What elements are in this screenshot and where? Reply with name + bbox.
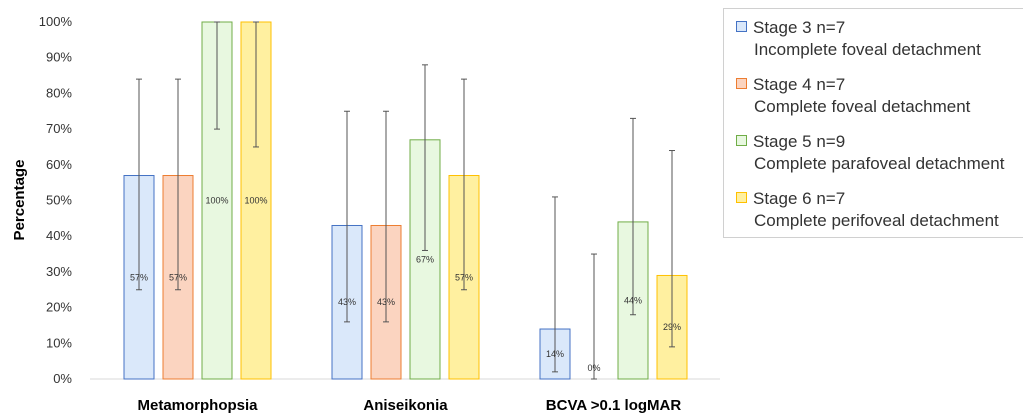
- legend-swatch-stage-6: [736, 192, 747, 203]
- y-tick-label: 100%: [39, 14, 73, 29]
- y-tick-label: 0%: [53, 371, 72, 386]
- data-labels: 57% 57% 100% 100% 43% 43% 67% 57% 14% 0% 44% 29%: [130, 196, 681, 374]
- legend-label: Stage 5 n=9: [753, 132, 846, 151]
- legend-swatch-stage-5: [736, 135, 747, 146]
- legend-item-stage-4: Stage 4 n=7 Complete foveal detachment: [736, 74, 970, 118]
- y-tick-label: 60%: [46, 157, 72, 172]
- y-tick-label: 70%: [46, 121, 72, 136]
- data-label: 29%: [663, 322, 681, 332]
- error-bars: [136, 21, 675, 380]
- data-label: 14%: [546, 349, 564, 359]
- data-label: 43%: [377, 297, 395, 307]
- y-axis-title: Percentage: [11, 160, 28, 241]
- bar-chart: 0% 10% 20% 30% 40% 50% 60% 70% 80% 90% 100% Percen…: [11, 14, 720, 413]
- bars: [123, 21, 688, 380]
- legend-swatch-stage-4: [736, 78, 747, 89]
- legend-description: Complete parafoveal detachment: [754, 154, 1005, 173]
- legend-description: Complete foveal detachment: [754, 97, 971, 116]
- y-tick-label: 50%: [46, 193, 72, 208]
- data-label: 67%: [416, 254, 434, 264]
- category-label: Aniseikonia: [363, 397, 448, 413]
- y-tick-label: 20%: [46, 300, 72, 315]
- y-tick-label: 30%: [46, 264, 72, 279]
- data-label: 57%: [169, 272, 187, 282]
- legend-swatch-stage-3: [736, 21, 747, 32]
- category-label: Metamorphopsia: [137, 397, 258, 413]
- y-tick-label: 40%: [46, 228, 72, 243]
- data-label: 44%: [624, 295, 642, 305]
- legend-label: Stage 4 n=7: [753, 75, 846, 94]
- legend-item-stage-3: Stage 3 n=7 Incomplete foveal detachment: [736, 17, 981, 61]
- legend-label: Stage 3 n=7: [753, 18, 846, 37]
- data-label: 100%: [244, 196, 267, 206]
- y-tick-label: 80%: [46, 85, 72, 100]
- data-label: 57%: [130, 272, 148, 282]
- legend-item-stage-6: Stage 6 n=7 Complete perifoveal detachme…: [736, 188, 999, 232]
- y-tick-label: 90%: [46, 50, 72, 65]
- y-tick-label: 10%: [46, 335, 72, 350]
- y-axis: 0% 10% 20% 30% 40% 50% 60% 70% 80% 90% 100%: [39, 14, 73, 386]
- data-label: 43%: [338, 297, 356, 307]
- legend: Stage 3 n=7 Incomplete foveal detachment…: [723, 8, 1023, 238]
- category-labels: Metamorphopsia Aniseikonia BCVA >0.1 logMA…: [137, 397, 681, 413]
- category-label: BCVA >0.1 logMAR: [546, 397, 682, 413]
- legend-description: Incomplete foveal detachment: [754, 40, 981, 59]
- data-label: 100%: [205, 196, 228, 206]
- legend-item-stage-5: Stage 5 n=9 Complete parafoveal detachme…: [736, 131, 1004, 175]
- legend-label: Stage 6 n=7: [753, 189, 846, 208]
- data-label: 0%: [587, 363, 600, 373]
- data-label: 57%: [455, 272, 473, 282]
- legend-description: Complete perifoveal detachment: [754, 211, 999, 230]
